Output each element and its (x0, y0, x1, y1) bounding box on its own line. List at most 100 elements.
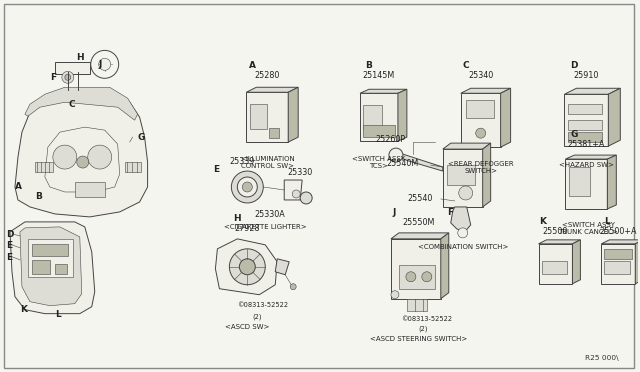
Polygon shape (284, 180, 302, 200)
Polygon shape (564, 88, 620, 94)
Bar (447, 165, 475, 185)
Bar (568, 104, 602, 114)
Text: 25260P: 25260P (376, 135, 406, 144)
Circle shape (458, 228, 468, 238)
Bar (570, 167, 590, 196)
Text: <COMBINATION SWITCH>: <COMBINATION SWITCH> (417, 244, 508, 250)
Polygon shape (461, 88, 511, 93)
Circle shape (232, 171, 263, 203)
Text: H: H (76, 53, 84, 62)
Polygon shape (566, 155, 616, 159)
Bar (407, 299, 427, 311)
Text: K: K (20, 305, 27, 314)
Polygon shape (55, 62, 90, 74)
Text: 25330: 25330 (287, 167, 313, 177)
Circle shape (422, 272, 432, 282)
Polygon shape (391, 239, 441, 299)
Text: E: E (6, 241, 12, 250)
Polygon shape (360, 93, 398, 141)
Polygon shape (45, 127, 120, 192)
Polygon shape (360, 89, 407, 93)
Circle shape (88, 145, 112, 169)
Text: A: A (15, 183, 22, 192)
Bar (269, 128, 279, 138)
Polygon shape (451, 207, 470, 232)
Bar (32, 244, 68, 256)
Text: G: G (570, 130, 578, 139)
Polygon shape (538, 244, 572, 284)
Polygon shape (443, 149, 483, 207)
Bar (604, 261, 630, 274)
Circle shape (292, 190, 300, 198)
Polygon shape (564, 94, 609, 146)
Circle shape (77, 156, 89, 168)
Text: (2): (2) (253, 313, 262, 320)
Text: (2): (2) (418, 326, 428, 332)
Text: E: E (6, 253, 12, 262)
Text: F: F (50, 73, 56, 82)
Circle shape (391, 291, 399, 299)
Text: D: D (570, 61, 578, 70)
Bar (541, 261, 568, 274)
Polygon shape (246, 87, 298, 92)
Text: A: A (250, 61, 256, 70)
Polygon shape (246, 92, 288, 142)
Bar (55, 264, 67, 274)
Polygon shape (483, 143, 491, 207)
Text: 25280: 25280 (255, 71, 280, 80)
Polygon shape (607, 155, 616, 209)
Text: G: G (138, 133, 145, 142)
Text: C: C (463, 61, 469, 70)
Text: <SWITCH ASSY
TRUNK CANCEL>: <SWITCH ASSY TRUNK CANCEL> (559, 222, 618, 235)
Text: 25340: 25340 (468, 71, 493, 80)
Bar (32, 260, 50, 274)
Text: ©08313-52522: ©08313-52522 (237, 302, 289, 308)
Polygon shape (75, 182, 105, 197)
Text: <SWITCH ASSY
TCS>: <SWITCH ASSY TCS> (353, 155, 406, 169)
Bar (399, 265, 435, 289)
Polygon shape (288, 87, 298, 142)
Text: J: J (393, 208, 396, 217)
Text: <ILLUMINATION
CONTROL SW>: <ILLUMINATION CONTROL SW> (240, 155, 294, 169)
Polygon shape (20, 227, 82, 306)
Circle shape (300, 192, 312, 204)
Text: <HAZARD SW>: <HAZARD SW> (559, 162, 614, 168)
Polygon shape (391, 233, 449, 239)
Circle shape (243, 182, 252, 192)
Polygon shape (25, 87, 138, 120)
Circle shape (389, 148, 403, 162)
Text: C: C (68, 100, 75, 109)
Polygon shape (538, 240, 580, 244)
Text: L: L (604, 217, 610, 227)
Polygon shape (10, 222, 95, 314)
Text: 25339: 25339 (230, 157, 255, 166)
Circle shape (62, 71, 74, 83)
Polygon shape (216, 239, 277, 295)
Text: D: D (6, 230, 13, 239)
Polygon shape (602, 240, 640, 244)
Text: <ASCD STEERING SWITCH>: <ASCD STEERING SWITCH> (370, 336, 467, 341)
Text: 25540M: 25540M (387, 158, 419, 167)
Circle shape (237, 177, 257, 197)
Bar (125, 162, 141, 172)
Polygon shape (275, 259, 289, 275)
Bar (363, 105, 382, 129)
Text: B: B (35, 192, 42, 202)
Text: K: K (540, 217, 547, 227)
Text: 27928: 27928 (235, 224, 260, 233)
Bar (568, 132, 602, 142)
Polygon shape (398, 89, 407, 141)
Text: R25 000\: R25 000\ (585, 355, 618, 360)
Polygon shape (602, 244, 636, 284)
Polygon shape (15, 90, 148, 217)
Text: 25540: 25540 (408, 195, 433, 203)
Polygon shape (572, 240, 580, 284)
Polygon shape (636, 240, 640, 284)
Text: ©08313-52522: ©08313-52522 (401, 315, 452, 322)
Polygon shape (443, 143, 491, 149)
Text: L: L (55, 310, 61, 319)
Circle shape (459, 186, 473, 200)
Text: 25145M: 25145M (363, 71, 395, 80)
Circle shape (53, 145, 77, 169)
Text: B: B (365, 61, 372, 70)
